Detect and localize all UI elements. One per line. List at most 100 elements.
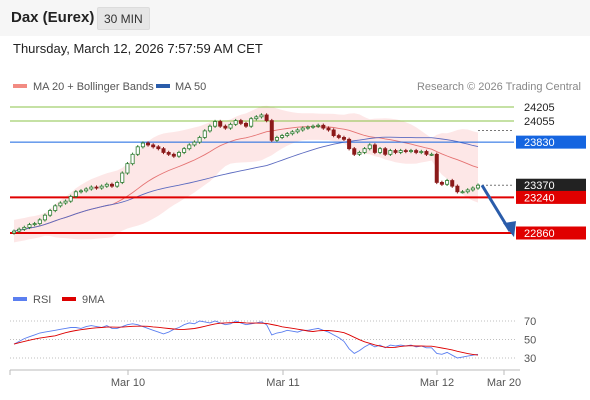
candle-body: [22, 226, 27, 230]
candle-body: [182, 148, 187, 153]
candle-body: [202, 130, 207, 138]
candle-body: [408, 150, 413, 152]
candle-body: [11, 230, 16, 234]
candle-body: [42, 214, 47, 221]
ma50-legend-swatch: [156, 84, 170, 88]
candle-body: [331, 129, 336, 136]
rsi-level-label-50: 50: [524, 335, 536, 347]
candle-body: [429, 153, 434, 156]
x-tick-label: Mar 20: [487, 377, 521, 389]
candle-body: [228, 123, 233, 129]
candle-body: [197, 137, 202, 143]
candle-body: [192, 141, 197, 146]
candle-body: [419, 151, 424, 153]
candle-body: [470, 187, 475, 191]
candle-body: [79, 190, 84, 193]
candle-body: [238, 120, 243, 124]
level-label-23240: 23240: [524, 192, 555, 204]
ma50-legend-label: MA 50: [175, 81, 206, 93]
candle-body: [48, 210, 53, 216]
candle-body: [341, 137, 346, 140]
candle-body: [53, 205, 58, 211]
rsi-ma-legend-swatch: [62, 297, 76, 301]
candle-body: [388, 150, 393, 155]
rsi-ma-line: [13, 321, 479, 356]
candle-body: [300, 127, 305, 131]
candle-body: [460, 191, 465, 194]
candle-body: [233, 120, 238, 125]
candle-body: [243, 122, 248, 127]
candle-body: [450, 180, 455, 187]
candle-body: [290, 131, 295, 135]
candle-body: [115, 182, 120, 187]
candle-body: [99, 185, 104, 189]
forecast-arrow-head: [503, 221, 516, 238]
candle-body: [295, 129, 300, 133]
rsi-legend-label: RSI: [33, 294, 51, 306]
copyright: Research © 2026 Trading Central: [417, 81, 581, 93]
candle-body: [161, 148, 166, 153]
candle-body: [352, 148, 357, 155]
rsi-level-label-70: 70: [524, 316, 536, 328]
rsi-panel: 70 50 30: [10, 316, 536, 365]
candle-body: [187, 144, 192, 150]
candle-body: [254, 116, 259, 120]
rsi-legend-swatch: [13, 297, 27, 301]
candle-body: [130, 153, 135, 165]
timeframe-badge[interactable]: 30 MIN: [97, 7, 150, 30]
x-tick-label: Mar 11: [266, 377, 299, 389]
candle-body: [393, 150, 398, 153]
candle-body: [347, 138, 352, 150]
candle-body: [316, 124, 321, 127]
x-tick-label: Mar 12: [420, 377, 454, 389]
level-label-bg-23370: [516, 178, 586, 192]
bollinger-legend-label: MA 20 + Bollinger Bands: [33, 81, 154, 93]
candle-body: [17, 228, 22, 232]
level-label-bg-23240: [516, 190, 586, 204]
candle-body: [135, 146, 140, 155]
x-tick-label: Mar 10: [111, 377, 145, 389]
candle-body: [383, 148, 388, 155]
candle-body: [403, 150, 408, 152]
candle-body: [218, 121, 223, 127]
candle-body: [27, 224, 32, 228]
candle-body: [73, 191, 78, 197]
candle-body: [104, 183, 109, 187]
candle-body: [439, 182, 444, 185]
candle-body: [311, 125, 316, 128]
forecast-arrow: [480, 184, 516, 238]
candle-body: [63, 200, 68, 204]
candle-body: [84, 188, 89, 192]
candle-body: [269, 120, 274, 141]
bollinger-legend-swatch: [13, 84, 27, 88]
candle-body: [213, 121, 218, 127]
candle-body: [89, 186, 94, 190]
candle-body: [264, 114, 269, 121]
candle-body: [455, 185, 460, 193]
candle-body: [378, 148, 383, 153]
candle-body: [68, 196, 73, 202]
candle-body: [285, 133, 290, 136]
candle-body: [207, 125, 212, 132]
level-label-23830: 23830: [524, 137, 555, 149]
candle-body: [176, 152, 181, 157]
candle-body: [445, 180, 450, 185]
ma50-line: [13, 136, 479, 232]
candle-body: [151, 144, 156, 148]
candle-body: [37, 219, 42, 225]
candle-body: [249, 118, 254, 127]
header-bar: Dax (Eurex) 30 MIN: [0, 0, 590, 36]
chart-datetime: Thursday, March 12, 2026 7:57:59 AM CET: [13, 41, 263, 56]
candle-body: [259, 114, 264, 118]
candlestick-series: [11, 113, 480, 235]
candle-body: [146, 142, 151, 146]
candle-body: [367, 144, 372, 150]
candle-body: [171, 153, 176, 157]
level-label-bg-23830: [516, 135, 586, 149]
candle-body: [274, 137, 279, 141]
candle-body: [120, 172, 125, 183]
candle-body: [357, 152, 362, 155]
candle-body: [336, 135, 341, 138]
